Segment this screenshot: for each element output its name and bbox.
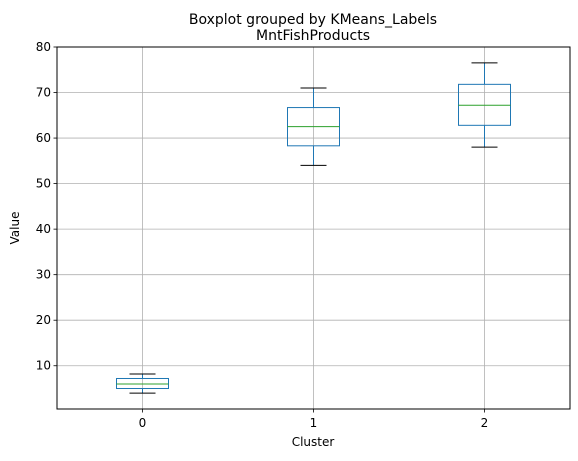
x-tick-label: 2 (481, 416, 489, 430)
box-group-0 (116, 373, 169, 394)
y-tick-label: 50 (36, 177, 51, 191)
y-tick-label: 70 (36, 86, 51, 100)
y-tick-label: 60 (36, 131, 51, 145)
tick-layer: 10 20 30 40 50 60 70 80 0 1 2 (36, 40, 489, 430)
x-tick-label: 1 (310, 416, 318, 430)
grid-layer (57, 46, 570, 409)
chart-suptitle: Boxplot grouped by KMeans_Labels (189, 12, 437, 28)
x-axis-label: Cluster (292, 435, 335, 449)
box-group-2 (458, 62, 511, 148)
box-group-1 (287, 87, 340, 166)
x-tick-label: 0 (139, 416, 147, 430)
y-tick-label: 80 (36, 40, 51, 54)
y-axis-label: Value (8, 212, 22, 245)
y-tick-label: 10 (36, 359, 51, 373)
chart-title: MntFishProducts (256, 28, 370, 44)
y-tick-label: 30 (36, 268, 51, 282)
box-layer (116, 62, 511, 394)
y-tick-label: 40 (36, 222, 51, 236)
y-tick-label: 20 (36, 313, 51, 327)
plot-frame (56, 46, 571, 410)
